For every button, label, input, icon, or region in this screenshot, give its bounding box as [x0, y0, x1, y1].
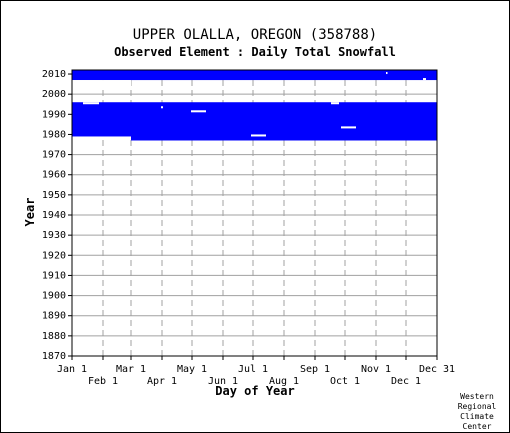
credit-line-3: Climate	[460, 412, 494, 421]
y-tick-label-1910: 1910	[42, 270, 66, 281]
chart-title: UPPER OLALLA, OREGON (358788)	[133, 27, 377, 43]
data-gap-0	[72, 80, 131, 87]
y-tick-label-2010: 2010	[42, 69, 66, 80]
data-gap-4	[251, 134, 266, 137]
x-tick-label-305: Nov 1	[361, 364, 391, 375]
x-tick-label-274: Oct 1	[330, 376, 360, 387]
data-block-2	[131, 102, 437, 141]
y-tick-label-1950: 1950	[42, 190, 66, 201]
y-tick-label-1920: 1920	[42, 250, 66, 261]
y-tick-label-1980: 1980	[42, 129, 66, 140]
y-tick-label-2000: 2000	[42, 89, 66, 100]
x-tick-label-60: Mar 1	[116, 364, 146, 375]
y-tick-label-1900: 1900	[42, 291, 66, 302]
data-block-1	[72, 102, 131, 137]
credit-line-1: Western	[460, 392, 494, 401]
plot-border	[71, 69, 438, 357]
plot-area: 1870 1880 1890 1900 1910 1920 1930 1940 1950 1960…	[42, 69, 455, 387]
x-tick-label-213: Aug 1	[269, 376, 299, 387]
x-tick-label-182: Jul 1	[238, 364, 268, 375]
y-tick-label-1880: 1880	[42, 331, 66, 342]
x-tick-label-91: Apr 1	[147, 376, 177, 387]
x-tick-label-1: Jan 1	[57, 364, 87, 375]
y-tick-label-1970: 1970	[42, 150, 66, 161]
data-gap-7	[386, 72, 388, 75]
x-tick-label-32: Feb 1	[88, 376, 118, 387]
data-gap-1	[83, 102, 99, 105]
data-gap-5	[331, 102, 339, 105]
y-tick-label-1990: 1990	[42, 109, 66, 120]
x-tick-label-335: Dec 1	[391, 376, 421, 387]
y-tick-label-1930: 1930	[42, 230, 66, 241]
wrcc-credit: Western Regional Climate Center	[458, 392, 497, 431]
data-block-0	[72, 70, 437, 81]
y-tick-label-1940: 1940	[42, 210, 66, 221]
data-gap-3	[191, 110, 206, 113]
y-tick-label-1960: 1960	[42, 170, 66, 181]
x-tick-label-366: Dec 31	[419, 364, 455, 375]
data-gap-2	[161, 106, 163, 109]
y-tick-label-1870: 1870	[42, 351, 66, 362]
data-gap-6	[341, 126, 356, 129]
x-tick-label-152: Jun 1	[208, 376, 238, 387]
x-tick-label-244: Sep 1	[300, 364, 330, 375]
credit-line-2: Regional	[458, 402, 497, 411]
chart-subtitle: Observed Element : Daily Total Snowfall	[114, 45, 396, 59]
y-axis-label: Year	[23, 198, 37, 227]
data-gap-8	[423, 78, 426, 81]
x-tick-label-121: May 1	[177, 364, 207, 375]
x-axis-label: Day of Year	[215, 384, 294, 398]
credit-line-4: Center	[463, 422, 492, 431]
y-tick-label-1890: 1890	[42, 311, 66, 322]
